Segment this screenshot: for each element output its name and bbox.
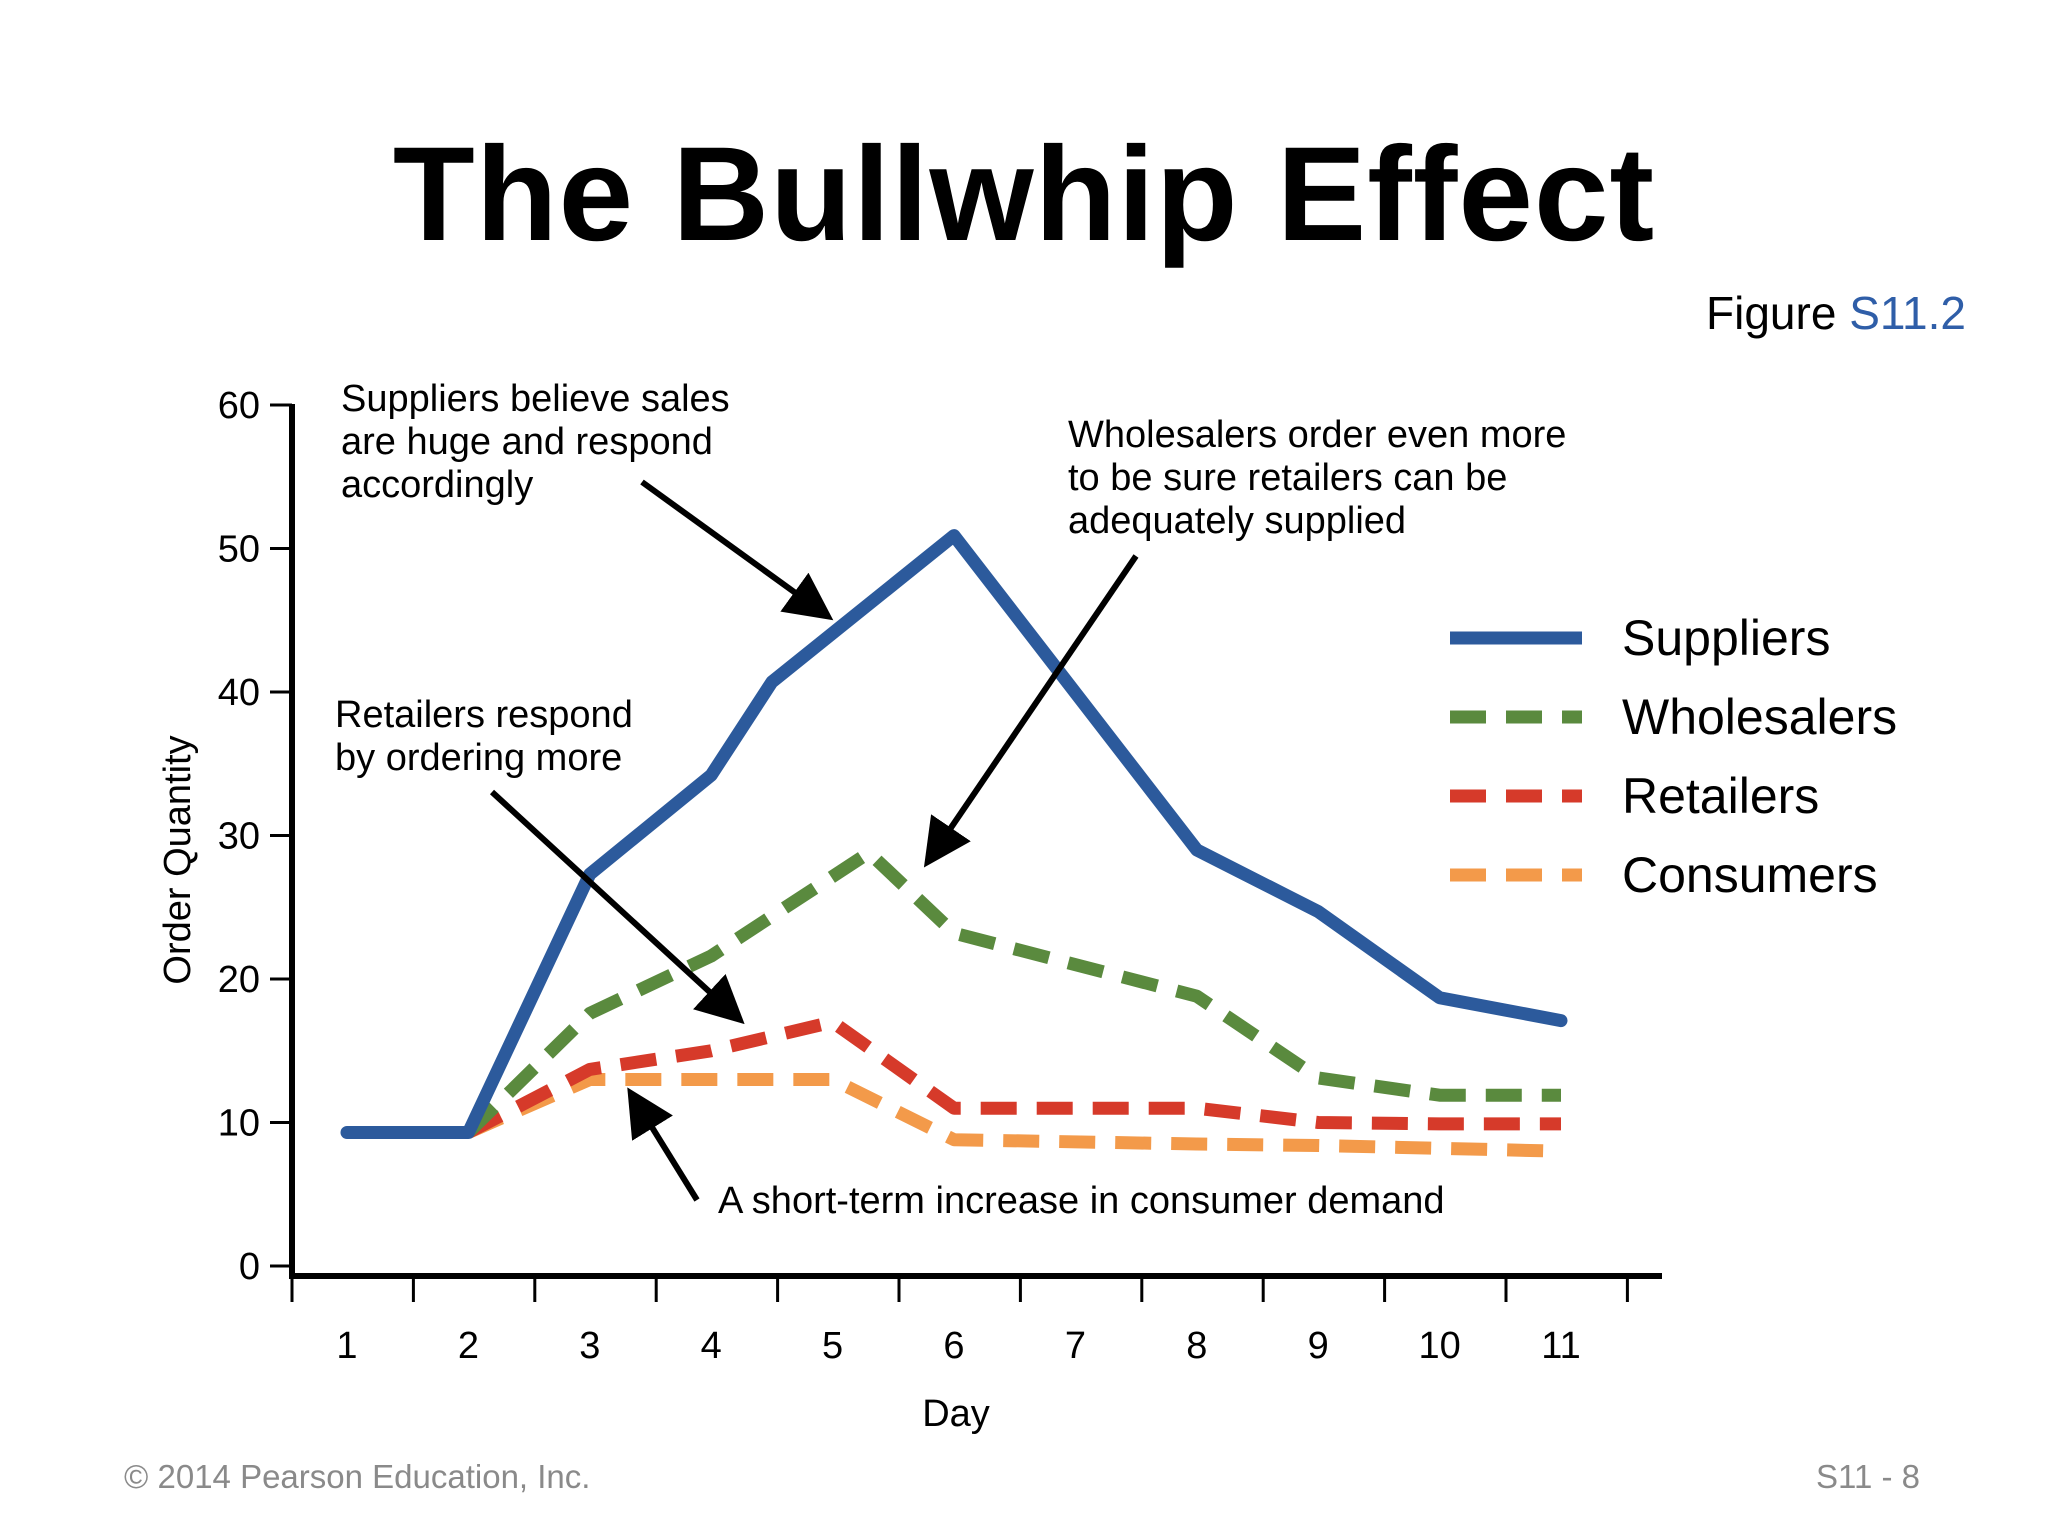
y-tick-label: 30 [218,816,260,858]
annotation-arrows [489,479,1139,1202]
series-line-wholesalers [463,846,1561,1138]
chart-legend: Suppliers Wholesalers Retailers Consumers [1450,610,1897,903]
slide-title: The Bullwhip Effect [392,120,1656,269]
annotation-arrow-2 [923,554,1139,868]
x-tick-label: 8 [1186,1325,1207,1367]
x-tick-label: 1 [336,1325,357,1367]
figure-label: Figure S11.2 [1706,286,1966,340]
series-line-consumers [465,1073,1562,1158]
annotation-line: Wholesalers order even more [1068,414,1566,456]
annotation-3: Retailers respond by ordering more [335,694,633,779]
y-tick-label: 60 [218,385,260,427]
y-tick-label: 20 [218,959,260,1001]
annotation-line: to be sure retailers can be [1068,457,1507,499]
annotation-line: Retailers respond [335,694,633,736]
chart-axes: 0 10 20 30 40 50 60 1 2 3 4 5 6 7 8 9 10 11 Day Order Quant… [157,385,1662,1435]
x-tick-label: 7 [1065,1325,1086,1367]
legend-label-wholesalers: Wholesalers [1622,689,1897,745]
chart-series [340,529,1568,1158]
annotation-line: Suppliers believe sales [341,378,730,420]
annotation-arrow-1 [640,479,834,621]
annotation-line: are huge and respond [341,421,713,463]
copyright: © 2014 Pearson Education, Inc. [124,1458,591,1495]
x-tick-label: 9 [1308,1325,1329,1367]
x-tick-label: 11 [1541,1325,1580,1367]
annotation-arrow-3 [489,789,745,1025]
annotation-line: adequately supplied [1068,500,1406,542]
page-number: S11 - 8 [1816,1458,1920,1495]
x-tick-label: 5 [822,1325,843,1367]
x-axis-title: Day [922,1393,990,1435]
annotation-line: A short-term increase in consumer demand [718,1180,1445,1222]
annotations: Suppliers believe sales are huge and resp… [335,378,1566,1222]
y-tick-label: 0 [239,1246,260,1288]
x-tick-label: 4 [701,1325,722,1367]
y-tick-label: 40 [218,672,260,714]
y-axis-title: Order Quantity [157,735,199,984]
annotation-line: by ordering more [335,737,622,779]
legend-label-retailers: Retailers [1622,768,1819,824]
figure-prefix: Figure [1706,287,1850,339]
x-tick-label: 3 [579,1325,600,1367]
y-tick-label: 10 [218,1103,260,1145]
x-tick-label: 10 [1418,1325,1460,1367]
figure-number: S11.2 [1849,287,1966,339]
annotation-2: Wholesalers order even more to be sure re… [1068,414,1566,542]
x-tick-label: 6 [943,1325,964,1367]
series-line-suppliers [340,529,1568,1139]
legend-label-consumers: Consumers [1622,847,1878,903]
annotation-4: A short-term increase in consumer demand [718,1180,1445,1222]
annotation-1: Suppliers believe sales are huge and resp… [341,378,730,506]
annotation-arrow-4 [627,1087,700,1202]
legend-label-suppliers: Suppliers [1622,610,1830,666]
x-tick-label: 2 [458,1325,479,1367]
annotation-line: accordingly [341,464,533,506]
series-line-retailers [465,1015,1561,1139]
y-tick-label: 50 [218,529,260,571]
